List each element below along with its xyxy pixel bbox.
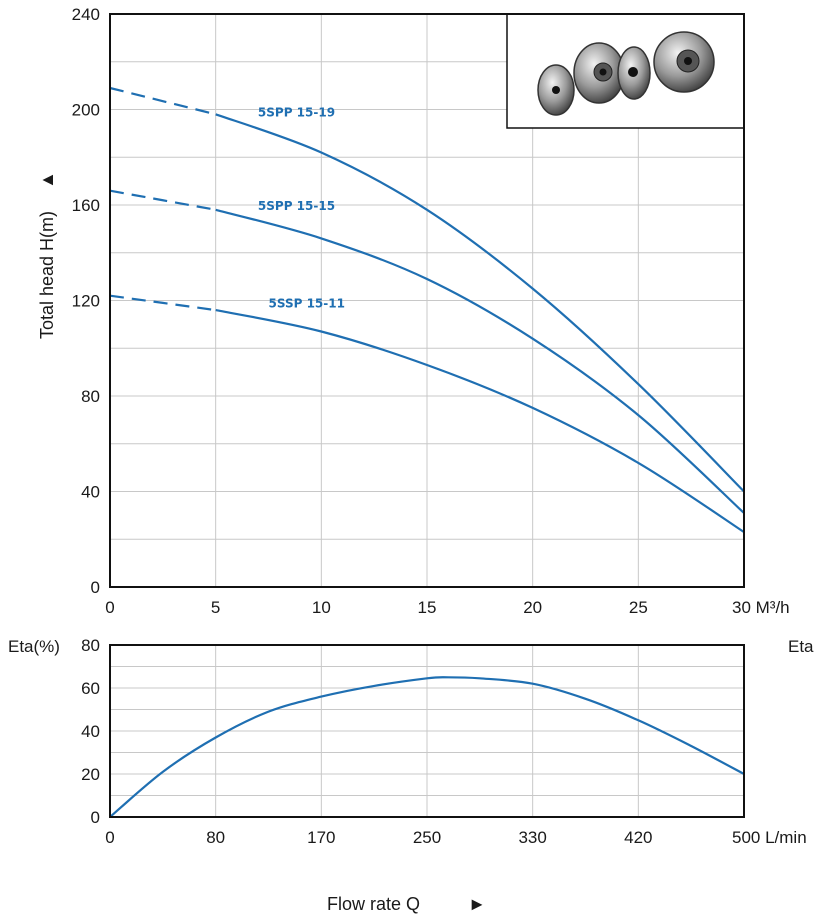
eta-chart-x-ticks: 0 80 170 250 330 420 500 L/min: [105, 828, 806, 847]
head-chart-y-ticks: 0 40 80 120 160 200 240: [72, 5, 100, 597]
head-chart-series-2-line: [215, 309, 745, 534]
eta-chart-x-tick-label: 500 L/min: [732, 828, 807, 847]
eta-chart-right-label: Eta: [788, 637, 814, 656]
head-chart-y-tick-label: 0: [91, 578, 100, 597]
eta-chart-y-tick-label: 20: [81, 765, 100, 784]
eta-chart-x-tick-label: 170: [307, 828, 335, 847]
head-chart-x-tick-label: 25: [629, 598, 648, 617]
head-chart-y-axis-title: Total head H(m): [37, 211, 57, 339]
head-chart-x-tick-label: 5: [211, 598, 220, 617]
head-chart-x-tick-label: 20: [523, 598, 542, 617]
eta-chart-y-tick-label: 40: [81, 722, 100, 741]
head-chart-series-0-line: [215, 113, 745, 493]
head-chart-y-axis-arrow: ▲: [37, 171, 57, 189]
head-chart-y-tick-label: 200: [72, 101, 100, 120]
head-chart-x-tick-label: 10: [312, 598, 331, 617]
eta-chart-y-axis-title: Eta(%): [8, 637, 60, 656]
x-axis-title: Flow rate Q: [327, 894, 420, 914]
eta-chart-x-tick-label: 0: [105, 828, 114, 847]
x-axis-arrow: ►: [468, 894, 486, 914]
eta-chart-y-tick-label: 60: [81, 679, 100, 698]
head-chart-y-tick-label: 160: [72, 196, 100, 215]
eta-chart-y-ticks: 0 20 40 60 80: [81, 636, 100, 827]
eta-chart-grid: [110, 645, 744, 817]
head-chart-frame: [109, 13, 745, 588]
head-chart-y-tick-label: 120: [72, 292, 100, 311]
eta-chart-x-tick-label: 250: [413, 828, 441, 847]
head-chart-grid: [110, 14, 744, 587]
head-chart-series-1-line: [215, 208, 745, 514]
head-chart-y-tick-label: 80: [81, 387, 100, 406]
head-chart-x-ticks: 0 5 10 15 20 25 30 M³/h: [105, 598, 789, 617]
head-chart-y-tick-label: 240: [72, 5, 100, 24]
eta-chart-y-tick-label: 0: [91, 808, 100, 827]
head-chart-series-2-label: 5SSP 15-11: [269, 297, 345, 311]
eta-chart-y-tick-label: 80: [81, 636, 100, 655]
head-chart-series-labels: 5SPP 15-19 5SPP 15-15 5SSP 15-11: [258, 106, 345, 311]
eta-chart-frame: [109, 644, 745, 818]
eta-chart-series-0-line: [109, 676, 745, 818]
head-chart-curves: [109, 86, 745, 534]
eta-chart-x-tick-label: 330: [518, 828, 546, 847]
head-chart-y-tick-label: 40: [81, 483, 100, 502]
pump-impeller-photo: [537, 31, 715, 116]
head-chart-x-tick-label: 30 M³/h: [732, 598, 790, 617]
eta-chart-curves: [109, 676, 745, 818]
head-chart-series-0-label: 5SPP 15-19: [258, 106, 335, 120]
impeller-inset: [506, 13, 745, 129]
head-chart-series-1-dashed: [109, 189, 216, 211]
eta-chart-x-tick-label: 80: [206, 828, 225, 847]
head-chart-series-0-dashed: [109, 86, 216, 116]
head-chart-series-1-label: 5SPP 15-15: [258, 199, 335, 213]
head-chart-x-tick-label: 0: [105, 598, 114, 617]
head-chart-series-2-dashed: [109, 294, 216, 312]
eta-chart-x-tick-label: 420: [624, 828, 652, 847]
head-chart-x-tick-label: 15: [418, 598, 437, 617]
